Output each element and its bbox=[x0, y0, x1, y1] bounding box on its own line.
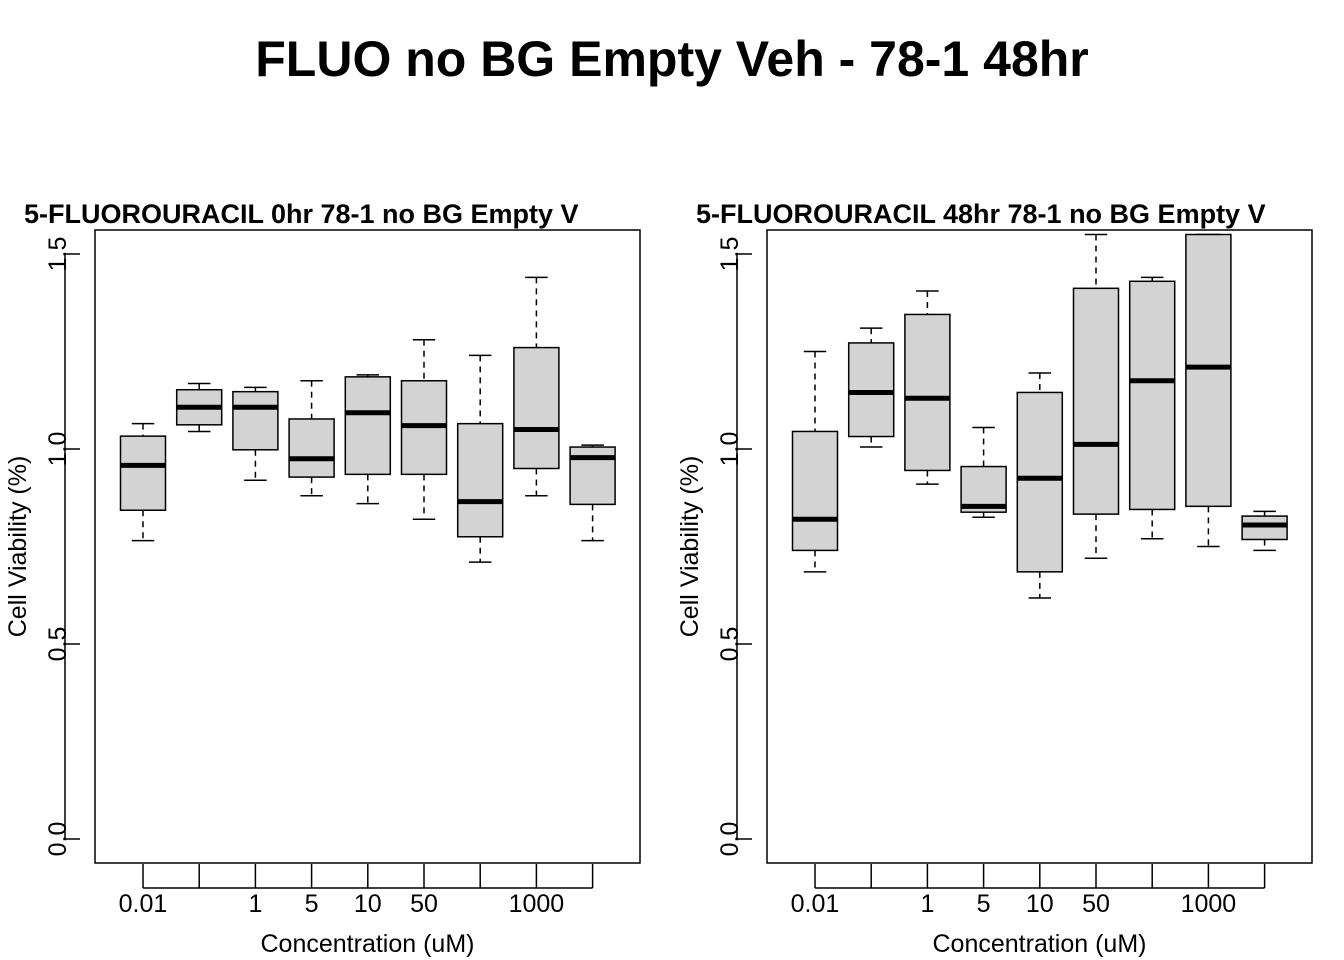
boxes-group bbox=[791, 233, 1288, 599]
x-tick-label: 5 bbox=[977, 890, 991, 918]
box-2 bbox=[904, 290, 951, 485]
x-tick-label: 50 bbox=[1082, 890, 1110, 918]
box-5 bbox=[400, 339, 448, 520]
chart-title: 5-FLUOROURACIL 48hr 78-1 no BG Empty V bbox=[696, 199, 1266, 229]
box-4 bbox=[344, 374, 392, 505]
iqr-box bbox=[119, 435, 167, 511]
boxplot-svg: 5-FLUOROURACIL 48hr 78-1 no BG Empty V 0.… bbox=[676, 199, 1313, 958]
chart-panel-right: 5-FLUOROURACIL 48hr 78-1 no BG Empty V 0.… bbox=[672, 190, 1344, 960]
box-7 bbox=[513, 276, 560, 497]
x-tick-label: 1 bbox=[920, 890, 934, 918]
chart-panel-left: 5-FLUOROURACIL 0hr 78-1 no BG Empty V 0.0… bbox=[0, 190, 672, 960]
chart-title: 5-FLUOROURACIL 0hr 78-1 no BG Empty V bbox=[24, 199, 579, 229]
x-tick-label: 1000 bbox=[509, 890, 565, 918]
x-tick-label: 0.01 bbox=[119, 890, 168, 918]
y-tick-label: 0.0 bbox=[44, 822, 72, 857]
boxes-group bbox=[119, 276, 616, 563]
x-tick-label: 5 bbox=[305, 890, 319, 918]
boxplot-svg: 5-FLUOROURACIL 0hr 78-1 no BG Empty V 0.0… bbox=[4, 199, 641, 958]
y-tick-label: 1.5 bbox=[716, 237, 744, 272]
box-5 bbox=[1072, 233, 1120, 559]
box-6 bbox=[456, 354, 504, 563]
x-tick-label: 1 bbox=[248, 890, 262, 918]
y-tick-label: 0.5 bbox=[716, 627, 744, 662]
box-4 bbox=[1016, 372, 1064, 599]
iqr-box bbox=[847, 342, 895, 438]
box-1 bbox=[175, 382, 223, 433]
x-tick-label: 0.01 bbox=[791, 890, 840, 918]
box-2 bbox=[232, 386, 279, 481]
iqr-box bbox=[1016, 391, 1064, 573]
x-axis-label: Concentration (uM) bbox=[261, 930, 475, 958]
box-8 bbox=[569, 444, 616, 542]
iqr-box bbox=[344, 376, 392, 476]
y-tick-label: 1.0 bbox=[716, 432, 744, 467]
iqr-box bbox=[456, 422, 504, 538]
iqr-box bbox=[904, 313, 951, 472]
iqr-box bbox=[513, 346, 560, 470]
x-axis-label: Concentration (uM) bbox=[933, 930, 1147, 958]
plot-frame bbox=[766, 229, 1313, 864]
y-tick-label: 0.0 bbox=[716, 822, 744, 857]
x-tick-label: 10 bbox=[354, 890, 382, 918]
y-axis-label: Cell Viability (%) bbox=[4, 456, 32, 638]
box-7 bbox=[1185, 233, 1232, 548]
x-tick-label: 10 bbox=[1026, 890, 1054, 918]
iqr-box bbox=[791, 430, 839, 552]
box-8 bbox=[1241, 510, 1288, 552]
iqr-box bbox=[232, 390, 279, 451]
y-tick-label: 1.0 bbox=[44, 432, 72, 467]
y-axis-label: Cell Viability (%) bbox=[676, 456, 704, 638]
box-0 bbox=[791, 350, 839, 573]
iqr-box bbox=[288, 418, 335, 478]
iqr-box bbox=[1128, 280, 1176, 511]
box-3 bbox=[288, 380, 335, 497]
y-tick-label: 0.5 bbox=[44, 627, 72, 662]
iqr-box bbox=[1185, 233, 1232, 508]
x-tick-label: 50 bbox=[410, 890, 438, 918]
y-tick-label: 1.5 bbox=[44, 237, 72, 272]
box-3 bbox=[960, 426, 1007, 518]
box-1 bbox=[847, 327, 895, 448]
page-title: FLUO no BG Empty Veh - 78-1 48hr bbox=[255, 31, 1089, 87]
iqr-box bbox=[1241, 515, 1288, 541]
iqr-box bbox=[1072, 287, 1120, 515]
box-6 bbox=[1128, 276, 1176, 540]
x-tick-label: 1000 bbox=[1181, 890, 1237, 918]
plot-frame bbox=[94, 229, 641, 864]
box-0 bbox=[119, 422, 167, 542]
